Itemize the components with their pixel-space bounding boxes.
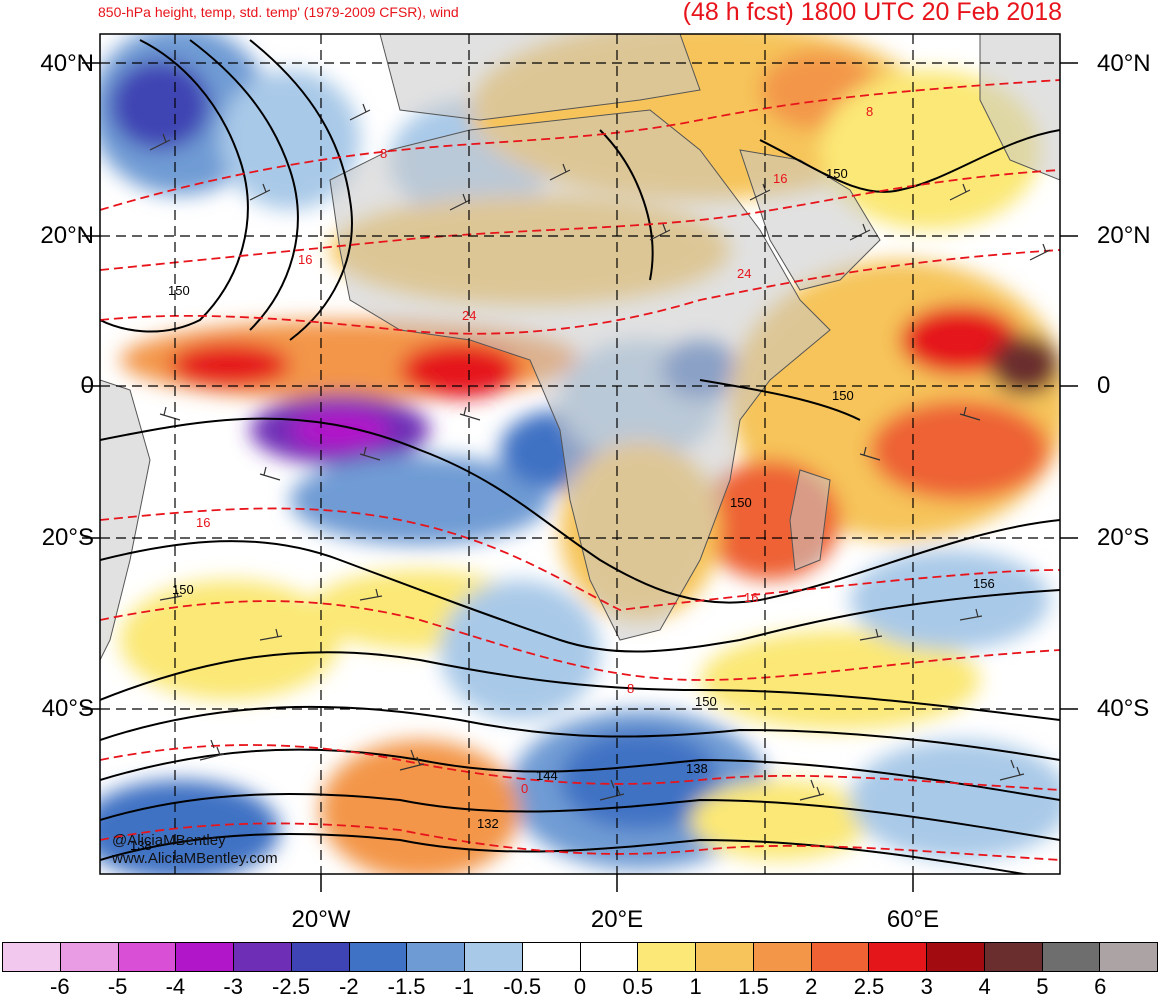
- chart-title-left: 850-hPa height, temp, std. temp' (1979-2…: [98, 4, 459, 20]
- colorbar-swatch: [984, 943, 1043, 971]
- height-label: 150: [695, 694, 717, 709]
- height-label: 150: [826, 166, 848, 181]
- wind-barbs: [149, 103, 1051, 801]
- colorbar-tick-label: 5: [1036, 974, 1049, 999]
- height-label: 138: [130, 838, 152, 853]
- colorbar-tick-label: -3: [223, 974, 243, 999]
- colorbar-swatch: [465, 943, 523, 971]
- colorbar-tick-label: -1: [454, 974, 475, 999]
- temperature-contours: [100, 79, 1060, 861]
- colorbar-swatch: [1100, 943, 1157, 971]
- lat-label-left: 20°N: [40, 222, 94, 249]
- colorbar-tick-label: -6: [50, 974, 70, 999]
- colorbar-swatch: [580, 943, 639, 971]
- colorbar-tick-label: 0.5: [622, 974, 654, 999]
- temp-label: 16: [196, 515, 210, 530]
- colorbar-swatch: [638, 943, 696, 971]
- colorbar-tick-label: 6: [1094, 974, 1107, 999]
- colorbar-tick-label: 1: [689, 974, 702, 999]
- colorbar-swatch: [349, 943, 408, 971]
- europe-landmass: [379, 34, 701, 121]
- colorbar-swatch: [291, 943, 350, 971]
- height-label: 150: [168, 283, 190, 298]
- colorbar-tick-label: 0: [573, 974, 587, 999]
- colorbar-swatch: [522, 943, 581, 971]
- lon-label: 20°E: [590, 906, 644, 933]
- weather-map: 150 150 150 150 150 156 150 144 138 132 …: [82, 33, 1078, 892]
- colorbar-tick-label: 3: [920, 974, 933, 999]
- colorbar-swatch: [811, 943, 870, 971]
- axis-ticks: [82, 62, 1078, 892]
- colorbar-tick-label: -2: [339, 974, 359, 999]
- colorbar-swatch: [3, 943, 61, 971]
- colorbar-tick-label: -1.5: [387, 974, 426, 999]
- temp-label: 24: [737, 266, 751, 281]
- height-contours: [100, 39, 1060, 874]
- lat-label-right: 40°N: [1097, 50, 1151, 77]
- lat-label-right: 0: [1097, 372, 1111, 399]
- height-label: 138: [686, 761, 708, 776]
- lon-label: 20°W: [291, 906, 351, 933]
- colorbar-tick-label: -5: [107, 974, 128, 999]
- chart-title-right: (48 h fcst) 1800 UTC 20 Feb 2018: [682, 0, 1062, 26]
- height-label: 144: [536, 768, 558, 783]
- colorbar-swatch: [753, 943, 812, 971]
- height-label: 150: [172, 582, 194, 597]
- asia-landmass: [979, 34, 1060, 181]
- temp-label: 8: [866, 104, 873, 119]
- colorbar-tick-label: 1.5: [738, 974, 769, 999]
- lat-label-left: 40°S: [41, 695, 94, 722]
- madagascar-landmass: [789, 469, 831, 571]
- temp-label: 8: [627, 681, 634, 696]
- credit-handle: @AliciaMBentley: [112, 832, 226, 849]
- temp-label: 16: [744, 590, 758, 605]
- lat-label-left: 20°S: [41, 524, 94, 551]
- lat-label-left: 0: [80, 372, 94, 399]
- colorbar-swatch: [869, 943, 927, 971]
- temp-label: 24: [462, 308, 476, 323]
- colorbar-swatch: [176, 943, 234, 971]
- lon-label: 60°E: [886, 906, 940, 933]
- colorbar-swatch: [118, 943, 177, 971]
- colorbar: [2, 942, 1158, 972]
- africa-landmass: [329, 109, 831, 641]
- land-masses: [100, 34, 1060, 661]
- height-label: 150: [832, 388, 854, 403]
- height-label: 132: [477, 816, 499, 831]
- colorbar-swatch: [1042, 943, 1101, 971]
- lat-label-right: 40°S: [1097, 695, 1150, 722]
- colorbar-tick-label: -4: [165, 974, 186, 999]
- temp-label: 8: [380, 146, 387, 161]
- south-america-landmass: [100, 379, 151, 661]
- temp-label: 0: [521, 781, 528, 796]
- colorbar-tick-label: 2.5: [853, 974, 885, 999]
- colorbar-swatch: [927, 943, 985, 971]
- colorbar-swatch: [234, 943, 292, 971]
- colorbar-swatch: [696, 943, 754, 971]
- colorbar-swatch: [407, 943, 465, 971]
- colorbar-tick-label: -0.5: [503, 974, 542, 999]
- colorbar-tick-label: 2: [805, 974, 818, 999]
- lat-lon-grid: [100, 34, 1060, 874]
- colorbar-swatch: [60, 943, 119, 971]
- lat-label-right: 20°N: [1097, 222, 1151, 249]
- credit-website: www.AliciaMBentley.com: [112, 850, 278, 867]
- lat-label-left: 40°N: [40, 50, 94, 77]
- lat-label-right: 20°S: [1097, 524, 1150, 551]
- colorbar-tick-label: 4: [978, 974, 991, 999]
- temp-label: 16: [773, 171, 787, 186]
- temp-label: 16: [298, 252, 312, 267]
- map-frame: [99, 33, 1061, 875]
- height-label: 156: [973, 576, 995, 591]
- height-label: 150: [730, 495, 752, 510]
- colorbar-tick-label: -2.5: [272, 974, 310, 999]
